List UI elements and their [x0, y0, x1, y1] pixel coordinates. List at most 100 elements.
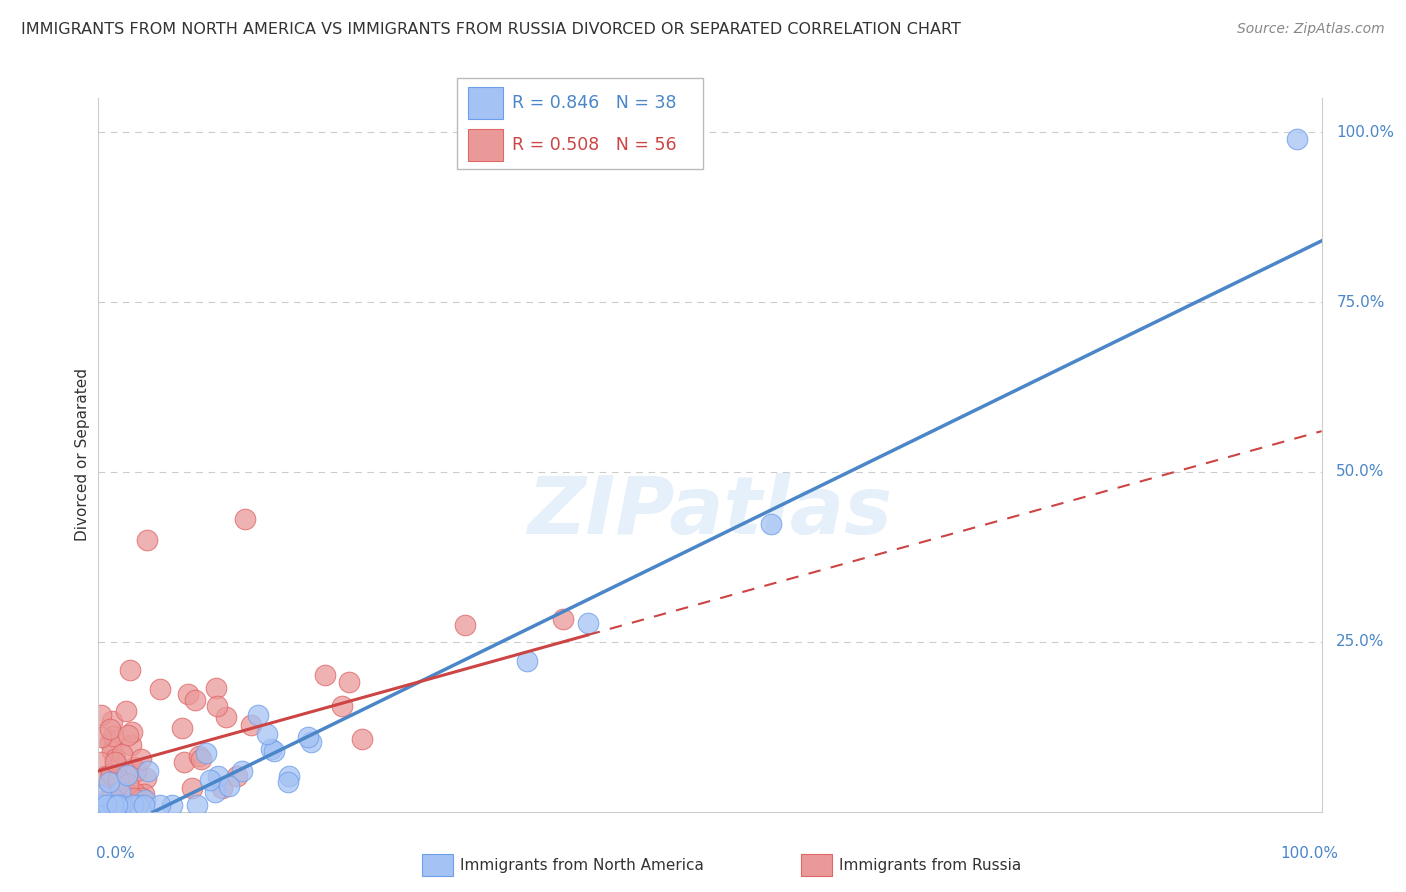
Point: [160, 797, 183, 812]
Point: [256, 727, 278, 741]
Text: R = 0.508   N = 56: R = 0.508 N = 56: [512, 136, 676, 153]
Point: [240, 718, 263, 732]
Point: [205, 681, 228, 696]
Point: [454, 618, 477, 632]
Point: [112, 776, 135, 790]
Point: [218, 779, 240, 793]
Point: [107, 772, 129, 786]
Point: [129, 752, 152, 766]
Point: [107, 779, 129, 793]
Text: Immigrants from North America: Immigrants from North America: [460, 858, 703, 872]
Text: 75.0%: 75.0%: [1336, 294, 1385, 310]
Text: 100.0%: 100.0%: [1281, 847, 1339, 861]
Point: [101, 789, 124, 804]
Point: [337, 675, 360, 690]
Point: [204, 785, 226, 799]
Point: [105, 797, 128, 812]
Point: [148, 797, 170, 812]
Point: [90, 771, 112, 785]
Point: [115, 704, 138, 718]
Point: [111, 747, 134, 762]
Text: 0.0%: 0.0%: [96, 847, 135, 861]
Point: [94, 797, 117, 812]
Point: [186, 797, 208, 812]
Point: [761, 516, 783, 531]
Point: [1286, 132, 1309, 146]
Point: [108, 785, 131, 799]
Point: [104, 752, 127, 766]
Point: [134, 793, 156, 807]
Point: [100, 744, 122, 758]
Point: [122, 760, 145, 774]
Point: [247, 708, 270, 723]
Point: [278, 769, 301, 783]
Point: [105, 797, 128, 812]
Point: [90, 707, 112, 722]
Point: [226, 769, 249, 783]
Point: [260, 741, 283, 756]
Point: [173, 755, 195, 769]
Point: [122, 791, 145, 805]
Point: [118, 663, 141, 677]
Point: [188, 748, 211, 763]
Point: [127, 797, 149, 812]
Point: [190, 752, 212, 766]
Point: [184, 693, 207, 707]
Point: [177, 686, 200, 700]
Point: [98, 735, 121, 749]
Text: ZIPatlas: ZIPatlas: [527, 473, 893, 551]
Point: [115, 791, 138, 805]
Point: [97, 775, 120, 789]
Point: [90, 730, 112, 744]
Point: [97, 797, 120, 812]
Point: [100, 722, 122, 736]
Point: [181, 780, 204, 795]
Point: [205, 698, 228, 713]
Point: [122, 788, 145, 802]
Point: [330, 699, 353, 714]
Point: [122, 791, 145, 805]
Point: [94, 769, 117, 783]
Point: [297, 731, 319, 745]
Point: [215, 709, 238, 723]
Point: [136, 533, 159, 547]
Point: [124, 786, 146, 800]
Point: [101, 729, 124, 743]
Point: [108, 797, 131, 812]
Point: [299, 735, 322, 749]
Point: [101, 714, 124, 728]
Point: [101, 797, 124, 812]
Point: [100, 767, 122, 781]
Point: [277, 774, 299, 789]
Point: [121, 725, 143, 739]
Point: [90, 797, 112, 812]
Text: Immigrants from Russia: Immigrants from Russia: [839, 858, 1022, 872]
Point: [149, 681, 172, 696]
Text: Source: ZipAtlas.com: Source: ZipAtlas.com: [1237, 22, 1385, 37]
Point: [90, 755, 112, 769]
Point: [231, 764, 253, 779]
Point: [131, 791, 153, 805]
Point: [515, 654, 537, 668]
Point: [263, 744, 285, 758]
Text: R = 0.846   N = 38: R = 0.846 N = 38: [512, 94, 676, 112]
Point: [134, 788, 156, 802]
Point: [172, 721, 194, 735]
Point: [104, 755, 127, 769]
Point: [125, 764, 148, 779]
Y-axis label: Divorced or Separated: Divorced or Separated: [75, 368, 90, 541]
Point: [195, 746, 218, 760]
Point: [314, 667, 336, 681]
Point: [90, 797, 112, 812]
Point: [136, 764, 159, 778]
Text: 25.0%: 25.0%: [1336, 634, 1385, 649]
Point: [111, 797, 134, 812]
Point: [90, 788, 112, 802]
Point: [97, 791, 120, 805]
Point: [352, 731, 374, 746]
Text: 50.0%: 50.0%: [1336, 465, 1385, 479]
Point: [233, 512, 256, 526]
Point: [115, 768, 138, 782]
Point: [132, 797, 155, 812]
Point: [576, 615, 599, 630]
